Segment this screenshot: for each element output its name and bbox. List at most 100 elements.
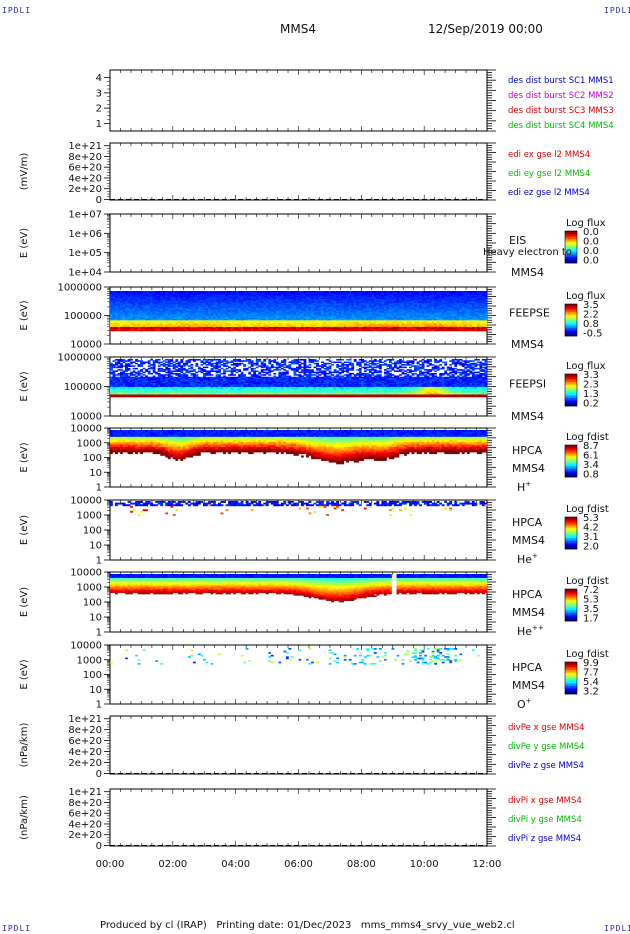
- feepse-cell: [195, 313, 199, 316]
- feepse-colorbar-label: -0.5: [583, 329, 603, 340]
- feepse-cell: [210, 317, 214, 320]
- feepse-cell: [263, 324, 267, 326]
- feepse-cell: [167, 316, 171, 318]
- feepse-cell: [248, 293, 252, 296]
- corner-label-top-left: IPDLI: [2, 6, 32, 15]
- feepse-cell: [265, 319, 269, 321]
- feepse-cell: [110, 317, 113, 320]
- feepse-cell: [195, 300, 199, 302]
- feepse-cell: [250, 324, 254, 326]
- feepse-instrument-name: FEEPSE: [509, 307, 550, 320]
- feepse-cell: [150, 325, 154, 328]
- feepse-cell: [260, 304, 264, 306]
- feepse-cell: [268, 320, 272, 322]
- feepse-cell: [255, 309, 259, 312]
- feepse-cell: [177, 293, 181, 296]
- feepse-cell: [336, 329, 340, 332]
- eis-colorbar-segment: [565, 251, 577, 254]
- feepse-cell: [273, 301, 277, 304]
- edi-y-tick-label: 6e+20: [68, 163, 102, 174]
- feepse-cell: [230, 329, 234, 332]
- feepse-cell: [273, 324, 277, 326]
- feepse-cell: [263, 291, 267, 293]
- feepse-cell: [180, 319, 184, 321]
- feepse-cell: [238, 309, 241, 312]
- feepsi-y-tick-label: 100000: [64, 382, 102, 393]
- feepse-cell: [142, 321, 146, 324]
- feepse-cell: [248, 296, 252, 298]
- feepse-cell: [150, 323, 154, 325]
- feepse-cell: [145, 301, 148, 304]
- feepse-cell: [268, 293, 272, 296]
- feepse-cell: [255, 317, 259, 320]
- feepse-cell: [157, 308, 161, 310]
- feepse-cell: [275, 293, 279, 296]
- feepse-cell: [165, 324, 169, 326]
- feepse-cell: [157, 324, 161, 326]
- feepse-cell: [172, 312, 176, 314]
- feepse-cell: [233, 297, 236, 300]
- feepse-cell: [275, 319, 279, 321]
- feepse-cell: [175, 311, 179, 313]
- feepse-cell: [233, 296, 236, 298]
- divpe-legend-0: divPe x gse MMS4: [508, 723, 585, 733]
- feepse-cell: [230, 316, 234, 318]
- feepse-cell: [195, 325, 199, 328]
- feepse-cell: [218, 315, 221, 317]
- feepse-cell: [127, 325, 131, 328]
- feepse-cell: [172, 304, 176, 306]
- feepse-cell: [253, 291, 257, 293]
- feepse-cell: [215, 317, 219, 320]
- feepse-cell: [243, 297, 247, 300]
- feepse-cell: [122, 307, 126, 309]
- feepse-cell: [175, 309, 179, 312]
- feepse-cell: [137, 308, 141, 310]
- feepse-cell: [220, 311, 224, 313]
- feepse-cell: [145, 312, 148, 314]
- hpca_o-colorbar-segment: [565, 686, 577, 688]
- feepse-cell: [142, 325, 146, 328]
- feepse-cell: [245, 325, 249, 328]
- burst-legend-0: des dist burst SC1 MMS1: [508, 76, 614, 86]
- feepse-cell: [220, 327, 224, 329]
- feepse-cell: [187, 307, 191, 309]
- feepse-cell: [127, 328, 131, 330]
- feepse-cell: [218, 320, 221, 322]
- feepse-cell: [235, 323, 239, 325]
- feepse-cell: [147, 295, 151, 297]
- feepse-cell: [218, 295, 221, 297]
- feepse-cell: [172, 295, 176, 297]
- feepse-cell: [208, 328, 211, 330]
- hpca_hepp-species-charge: ++: [532, 624, 544, 632]
- feepse-cell: [190, 320, 194, 322]
- eis-y-tick-label: 1e+07: [68, 210, 102, 221]
- feepsi-colorbar-segment: [565, 390, 577, 392]
- feepse-cell: [190, 319, 194, 321]
- hpca_h-species-charge: +: [525, 480, 531, 488]
- feepse-cell: [112, 324, 116, 326]
- feepse-cell: [253, 311, 257, 313]
- feepse-cell: [115, 301, 118, 304]
- feepse-cell: [140, 325, 143, 328]
- feepse-cell: [260, 291, 264, 293]
- feepse-cell: [120, 292, 123, 294]
- feepse-cell: [228, 323, 231, 325]
- feepse-cell: [157, 320, 161, 322]
- feepse-cell: [238, 325, 241, 328]
- feepse-cell: [253, 305, 257, 308]
- feepse-cell: [240, 305, 244, 308]
- feepse-cell: [202, 305, 206, 308]
- feepse-cell: [268, 295, 272, 297]
- feepse-cell: [215, 311, 219, 313]
- feepse-cell: [245, 303, 249, 305]
- feepse-cell: [160, 305, 164, 308]
- feepse-cell: [200, 303, 204, 305]
- feepse-cell: [145, 308, 148, 310]
- feepse-cell: [200, 319, 204, 321]
- feepse-cell: [225, 317, 229, 320]
- feepsi-colorbar-segment: [565, 393, 577, 396]
- feepse-cell: [233, 292, 236, 294]
- feepse-cell: [202, 300, 206, 302]
- feepse-cell: [170, 300, 174, 302]
- feepse-cell: [250, 317, 254, 320]
